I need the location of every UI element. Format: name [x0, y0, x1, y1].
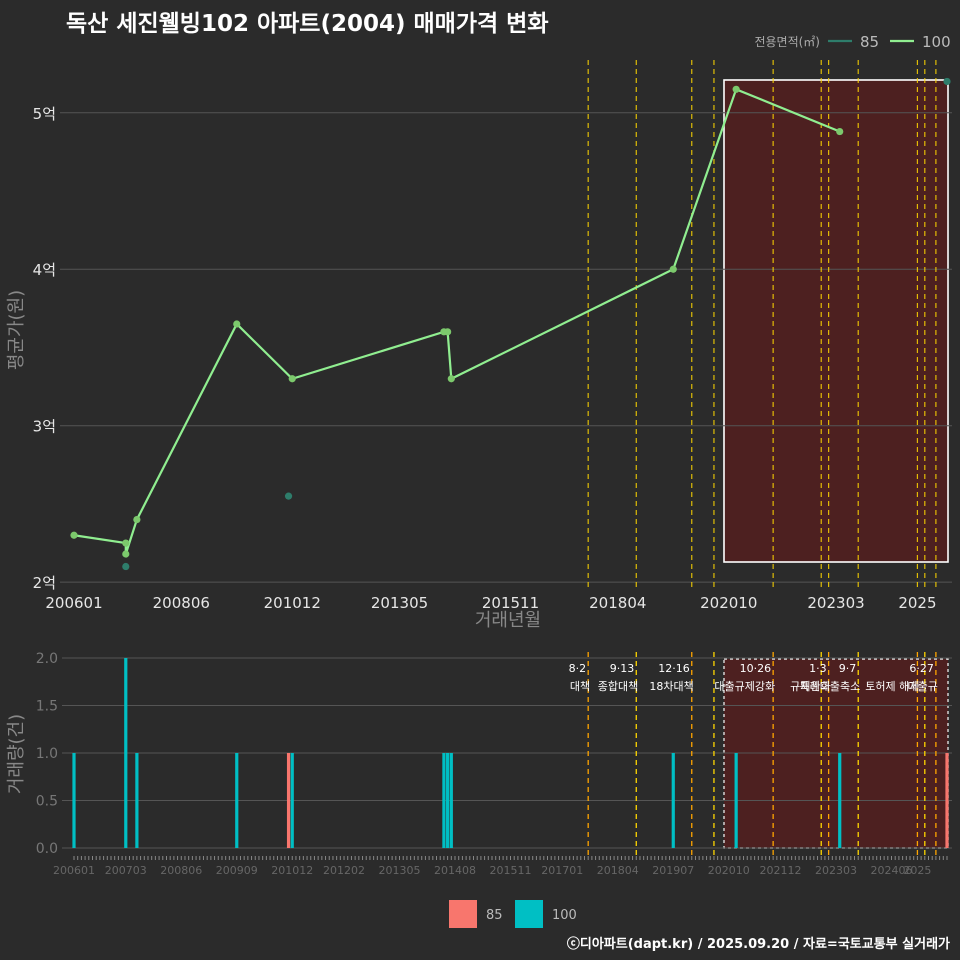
x-tick-label: 200601: [45, 594, 102, 612]
y-tick-label: 4억: [33, 261, 56, 279]
policy-date-label: 9·13: [610, 662, 635, 675]
point-85: [943, 77, 951, 86]
legend-title: 전용면적(㎡): [754, 35, 820, 49]
point-100: [122, 539, 130, 547]
x-tick-label: 200601: [53, 864, 95, 877]
x-tick-label: 2025: [903, 864, 931, 877]
y-axis-title: 평균가(원): [6, 290, 27, 370]
x-tick-label: 202010: [700, 594, 757, 612]
policy-name-label: 종합대책: [598, 680, 638, 693]
point-100: [133, 515, 141, 524]
policy-name-label: 토허제 해제: [865, 679, 919, 693]
y-tick-label: 1.5: [36, 699, 58, 715]
price-panel: 2억 3억 4억 5억 200601 200806 201012 201305 201511 20…: [6, 60, 952, 631]
bar-100: [72, 753, 76, 848]
policy-name-label: 대출규제강화: [714, 680, 775, 693]
y-tick-label: 2억: [33, 574, 56, 592]
point-100: [444, 328, 452, 336]
y-tick-label: 2.0: [36, 651, 58, 667]
point-100: [669, 265, 677, 273]
legend-label-85: 85: [860, 33, 879, 51]
policy-name-label: 규제완화: [790, 680, 830, 693]
bar-100: [734, 753, 738, 848]
x-tick-label: 201305: [379, 864, 421, 877]
bar-85: [945, 753, 949, 848]
legend-label-bar-100: 100: [552, 908, 577, 923]
policy-name-label: 대책: [570, 680, 590, 693]
point-100: [288, 375, 296, 383]
x-tick-label: 202010: [708, 864, 750, 877]
bar-100: [290, 753, 294, 848]
x-tick-label: 201804: [597, 864, 639, 877]
y-tick-label: 3억: [33, 418, 56, 436]
bar-100: [124, 658, 128, 848]
x-tick-label: 200806: [153, 594, 210, 612]
point-100: [70, 531, 78, 539]
y-tick-label: 1.0: [36, 746, 58, 762]
x-tick-label: 201511: [490, 864, 532, 877]
point-100: [122, 550, 130, 558]
point-100: [447, 375, 455, 383]
y-tick-label: 5억: [33, 105, 56, 123]
point-100: [836, 127, 844, 136]
x-tick-label: 201012: [264, 594, 321, 612]
x-tick-label: 202303: [807, 594, 864, 612]
bar-100: [135, 753, 139, 848]
policy-date-label: 12·16: [658, 662, 690, 675]
x-tick-label: 202112: [760, 864, 802, 877]
policy-name-label: 대출규: [908, 680, 938, 693]
point-85: [122, 562, 130, 571]
bar-100: [838, 753, 842, 848]
policy-name-label: 특례대출축소: [799, 680, 860, 693]
x-tick-label: 201804: [589, 594, 646, 612]
chart-title: 독산 세진웰빙102 아파트(2004) 매매가격 변화: [66, 11, 549, 37]
bar-100: [446, 753, 450, 848]
policy-date-label: 8·2: [569, 662, 587, 675]
point-100: [732, 85, 740, 93]
bar-100: [235, 753, 239, 848]
x-tick-label: 200806: [160, 864, 202, 877]
policy-date-label: 1·3: [809, 662, 827, 675]
x-tick-label: 201408: [434, 864, 476, 877]
bar-100: [442, 753, 446, 848]
legends: 전용면적(㎡) 85 100 85 100: [449, 33, 951, 928]
x-tick-label: 201511: [482, 594, 539, 612]
point-100: [233, 320, 241, 328]
x-tick-label: 200703: [105, 864, 147, 877]
bar-100: [449, 753, 453, 848]
y-tick-label: 0.5: [36, 794, 58, 810]
policy-date-label: 10·26: [740, 662, 772, 675]
x-tick-label: 201907: [652, 864, 694, 877]
x-axis-title: 거래년월: [475, 610, 541, 631]
bar-85: [286, 753, 291, 848]
x-tick-label: 2025: [898, 594, 936, 612]
legend-label-bar-85: 85: [486, 908, 503, 923]
point-85: [284, 492, 293, 500]
x-tick-label: 202406: [871, 864, 913, 877]
y-tick-label: 0.0: [36, 841, 58, 857]
y-axis-title: 거래량(건): [6, 714, 27, 794]
legend-swatch-bar-85: [449, 900, 477, 928]
x-tick-label: 201305: [371, 594, 428, 612]
x-tick-label: 200909: [216, 864, 258, 877]
footer-credit: ⓒ디아파트(dapt.kr) / 2025.09.20 / 자료=국토교통부 실…: [566, 937, 950, 952]
policy-date-label: 9·7: [839, 662, 857, 675]
bar-100: [671, 753, 675, 848]
x-tick-label: 201701: [541, 864, 583, 877]
volume-panel: 0.0 0.5 1.0 1.5 2.0 거래량(건) 200601 200703 200806 2…: [6, 651, 952, 877]
x-tick-label: 202303: [815, 864, 857, 877]
policy-name-label: 18차대책: [649, 680, 693, 693]
legend-label-100: 100: [922, 33, 951, 51]
x-tick-label: 201012: [271, 864, 313, 877]
legend-swatch-bar-100: [515, 900, 543, 928]
policy-date-label: 6·27: [909, 662, 934, 675]
x-tick-label: 201202: [323, 864, 365, 877]
highlight-region: [723, 79, 949, 563]
